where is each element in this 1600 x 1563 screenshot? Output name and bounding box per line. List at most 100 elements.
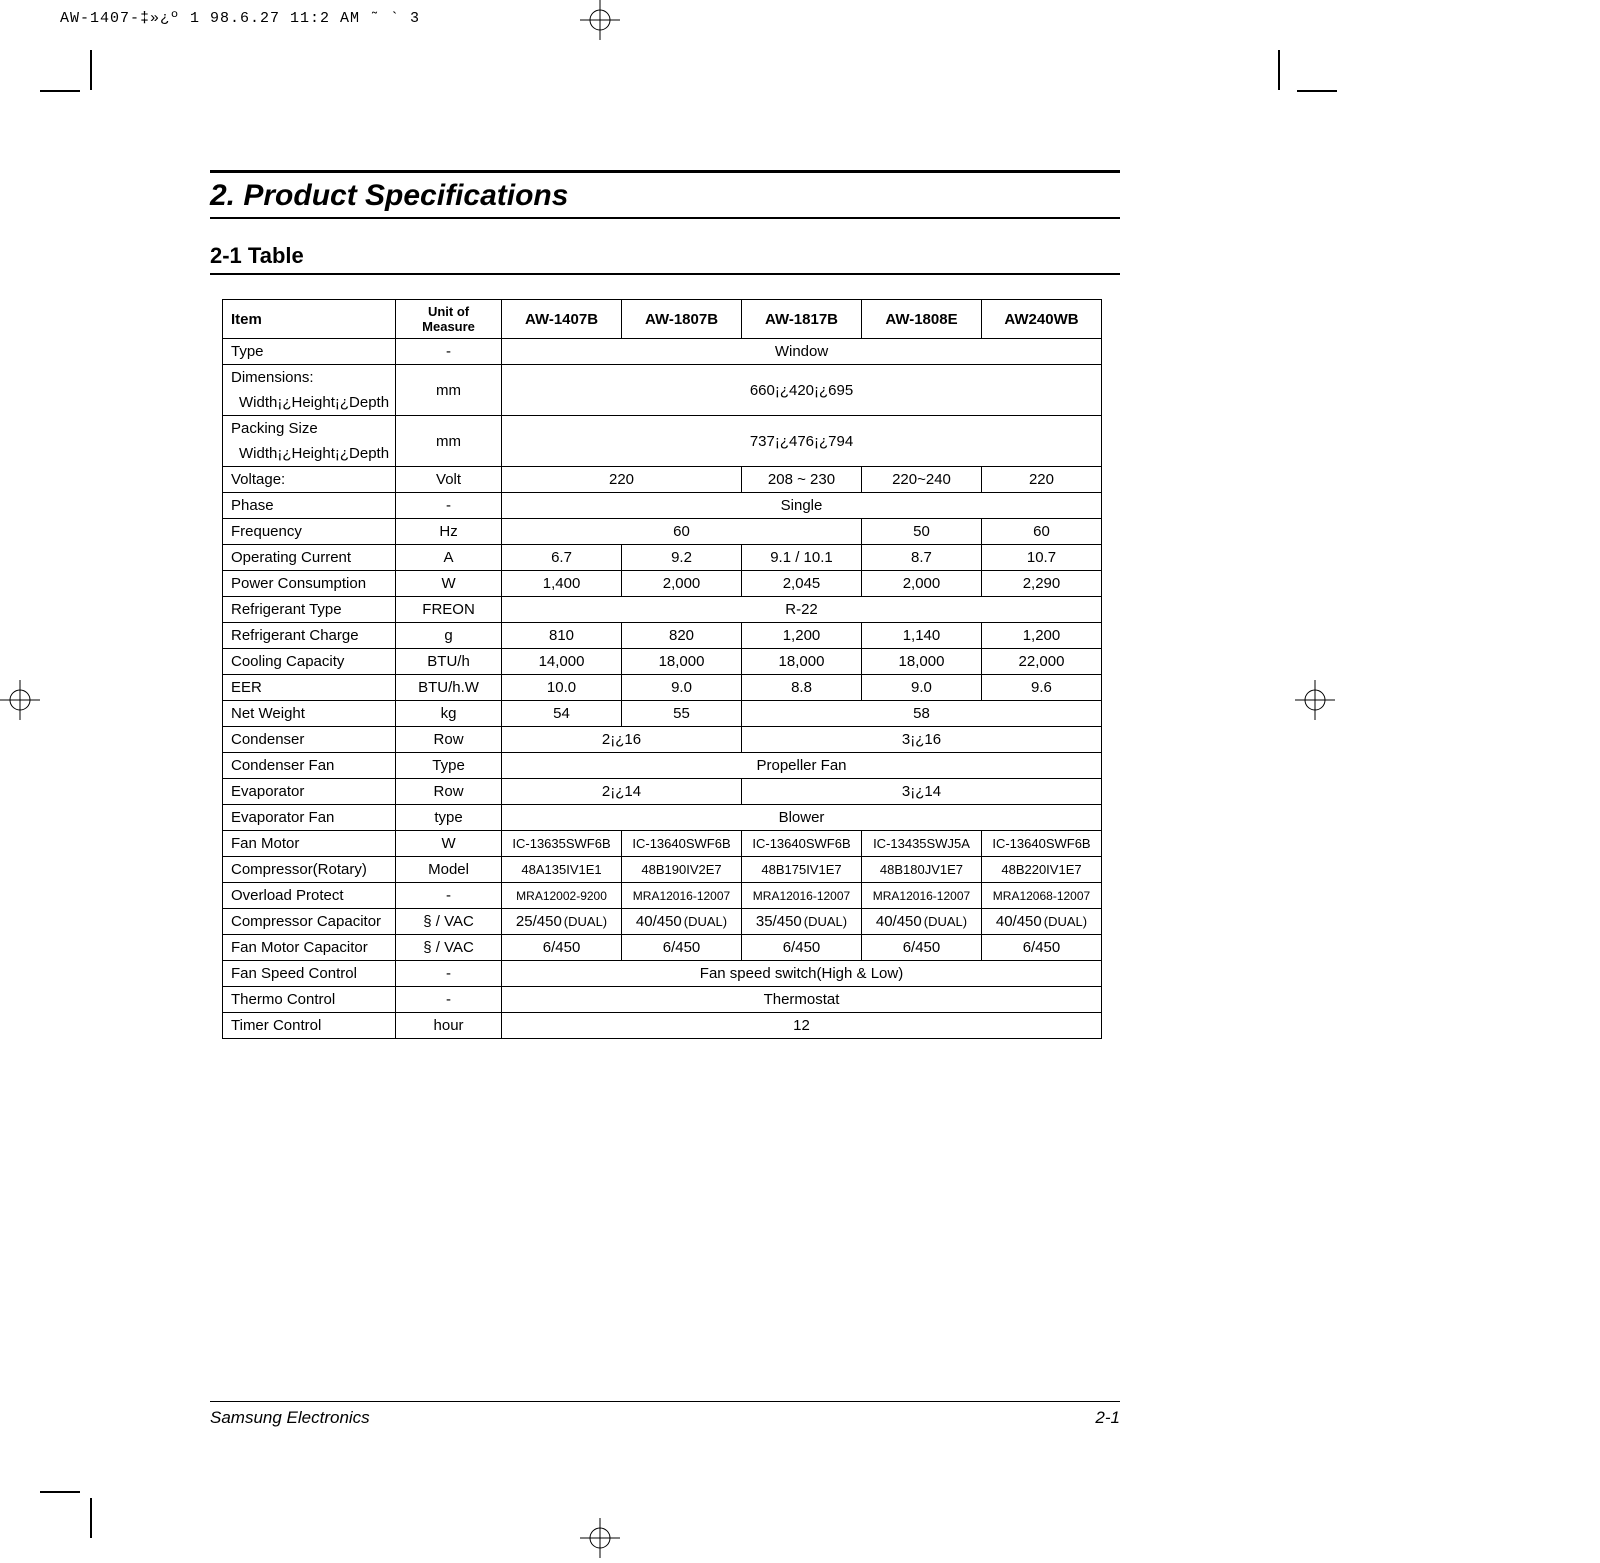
cell-value: 6.7 <box>502 545 622 571</box>
table-row: Compressor(Rotary) Model 48A135IV1E1 48B… <box>223 857 1102 883</box>
cell-value: 6/450 <box>981 935 1101 961</box>
page-content: 2. Product Specifications 2-1 Table Item… <box>210 170 1120 1039</box>
cell-value: 1,400 <box>502 571 622 597</box>
cell-unit: - <box>396 961 502 987</box>
cell-value: 40/450(DUAL) <box>861 909 981 935</box>
cell-value: Fan speed switch(High & Low) <box>502 961 1102 987</box>
crop-mark <box>90 1498 92 1538</box>
cell-unit: BTU/h.W <box>396 675 502 701</box>
cell-unit: - <box>396 339 502 365</box>
table-row: Frequency Hz 60 50 60 <box>223 519 1102 545</box>
cell-value: 660¡¿420¡¿695 <box>502 365 1102 416</box>
cell-value: 820 <box>622 623 742 649</box>
cell-value: 1,200 <box>742 623 862 649</box>
specifications-table: Item Unit of Measure AW-1407B AW-1807B A… <box>222 299 1102 1039</box>
cell-unit: Row <box>396 779 502 805</box>
col-model: AW240WB <box>981 300 1101 339</box>
cell-value: MRA12016-12007 <box>861 883 981 909</box>
col-model: AW-1808E <box>861 300 981 339</box>
cell-value: 25/450(DUAL) <box>502 909 622 935</box>
cell-value: 9.2 <box>622 545 742 571</box>
cell-value: 35/450(DUAL) <box>742 909 862 935</box>
cell-value: 6/450 <box>622 935 742 961</box>
cell-value: 40/450(DUAL) <box>622 909 742 935</box>
cell-value: IC-13640SWF6B <box>981 831 1101 857</box>
cell-value: 6/450 <box>861 935 981 961</box>
registration-mark-icon <box>580 0 620 40</box>
cell-value: 48B220IV1E7 <box>981 857 1101 883</box>
cell-item: Timer Control <box>223 1013 396 1039</box>
cell-value: 3¡¿16 <box>742 727 1102 753</box>
cell-value: 9.1 / 10.1 <box>742 545 862 571</box>
col-model: AW-1807B <box>622 300 742 339</box>
cell-value: 48B180JV1E7 <box>861 857 981 883</box>
cell-item: Width¡¿Height¡¿Depth <box>223 390 396 416</box>
registration-mark-icon <box>1295 680 1335 720</box>
cell-item: Type <box>223 339 396 365</box>
cell-value: 14,000 <box>502 649 622 675</box>
subsection-title: 2-1 Table <box>210 243 1120 275</box>
table-row: Phase - Single <box>223 493 1102 519</box>
cell-item: Voltage: <box>223 467 396 493</box>
cell-unit: type <box>396 805 502 831</box>
cell-value: 8.8 <box>742 675 862 701</box>
cell-value: IC-13640SWF6B <box>622 831 742 857</box>
cell-value: 737¡¿476¡¿794 <box>502 416 1102 467</box>
cell-item: Width¡¿Height¡¿Depth <box>223 441 396 467</box>
cell-value: 58 <box>742 701 1102 727</box>
cell-unit: - <box>396 493 502 519</box>
cell-value: 54 <box>502 701 622 727</box>
cell-unit: mm <box>396 416 502 467</box>
table-header-row: Item Unit of Measure AW-1407B AW-1807B A… <box>223 300 1102 339</box>
footer-company: Samsung Electronics <box>210 1408 370 1428</box>
cell-value: 2¡¿16 <box>502 727 742 753</box>
cell-item: Condenser <box>223 727 396 753</box>
cell-value: 2,000 <box>622 571 742 597</box>
section-title: 2. Product Specifications <box>210 170 1120 219</box>
cell-unit: mm <box>396 365 502 416</box>
cell-unit: Model <box>396 857 502 883</box>
cell-value: 48A135IV1E1 <box>502 857 622 883</box>
cell-unit: Row <box>396 727 502 753</box>
cell-item: Evaporator Fan <box>223 805 396 831</box>
cell-value: MRA12002-9200 <box>502 883 622 909</box>
cell-unit: BTU/h <box>396 649 502 675</box>
cell-item: Compressor(Rotary) <box>223 857 396 883</box>
cell-unit: W <box>396 571 502 597</box>
cell-value: 2,290 <box>981 571 1101 597</box>
table-row: EER BTU/h.W 10.0 9.0 8.8 9.0 9.6 <box>223 675 1102 701</box>
table-row: Voltage: Volt 220 208 ~ 230 220~240 220 <box>223 467 1102 493</box>
table-row: Evaporator Fan type Blower <box>223 805 1102 831</box>
cell-value: 50 <box>861 519 981 545</box>
cell-item: Compressor Capacitor <box>223 909 396 935</box>
cell-value: MRA12068-12007 <box>981 883 1101 909</box>
cell-item: Fan Motor Capacitor <box>223 935 396 961</box>
cell-value: R-22 <box>502 597 1102 623</box>
cell-value: Propeller Fan <box>502 753 1102 779</box>
footer-page-number: 2-1 <box>1095 1408 1120 1428</box>
cell-value: 220~240 <box>861 467 981 493</box>
cell-item: Refrigerant Charge <box>223 623 396 649</box>
table-row: Thermo Control - Thermostat <box>223 987 1102 1013</box>
cell-value: 18,000 <box>861 649 981 675</box>
cell-item: Fan Motor <box>223 831 396 857</box>
cell-unit: W <box>396 831 502 857</box>
cell-value: 18,000 <box>622 649 742 675</box>
table-row: Refrigerant Type FREON R-22 <box>223 597 1102 623</box>
cell-unit: FREON <box>396 597 502 623</box>
col-model: AW-1407B <box>502 300 622 339</box>
cell-value: 48B175IV1E7 <box>742 857 862 883</box>
cell-value: 810 <box>502 623 622 649</box>
cell-unit: § / VAC <box>396 935 502 961</box>
cell-item: Dimensions: <box>223 365 396 391</box>
cell-value: MRA12016-12007 <box>622 883 742 909</box>
cell-value: Thermostat <box>502 987 1102 1013</box>
file-header-text: AW-1407-‡»¿º 1 98.6.27 11:2 AM ˜ ` 3 <box>60 10 420 27</box>
cell-value: 10.7 <box>981 545 1101 571</box>
cell-value: Single <box>502 493 1102 519</box>
registration-mark-icon <box>580 1518 620 1558</box>
table-row: Type - Window <box>223 339 1102 365</box>
cell-item: Cooling Capacity <box>223 649 396 675</box>
cell-value: MRA12016-12007 <box>742 883 862 909</box>
cell-unit: Type <box>396 753 502 779</box>
